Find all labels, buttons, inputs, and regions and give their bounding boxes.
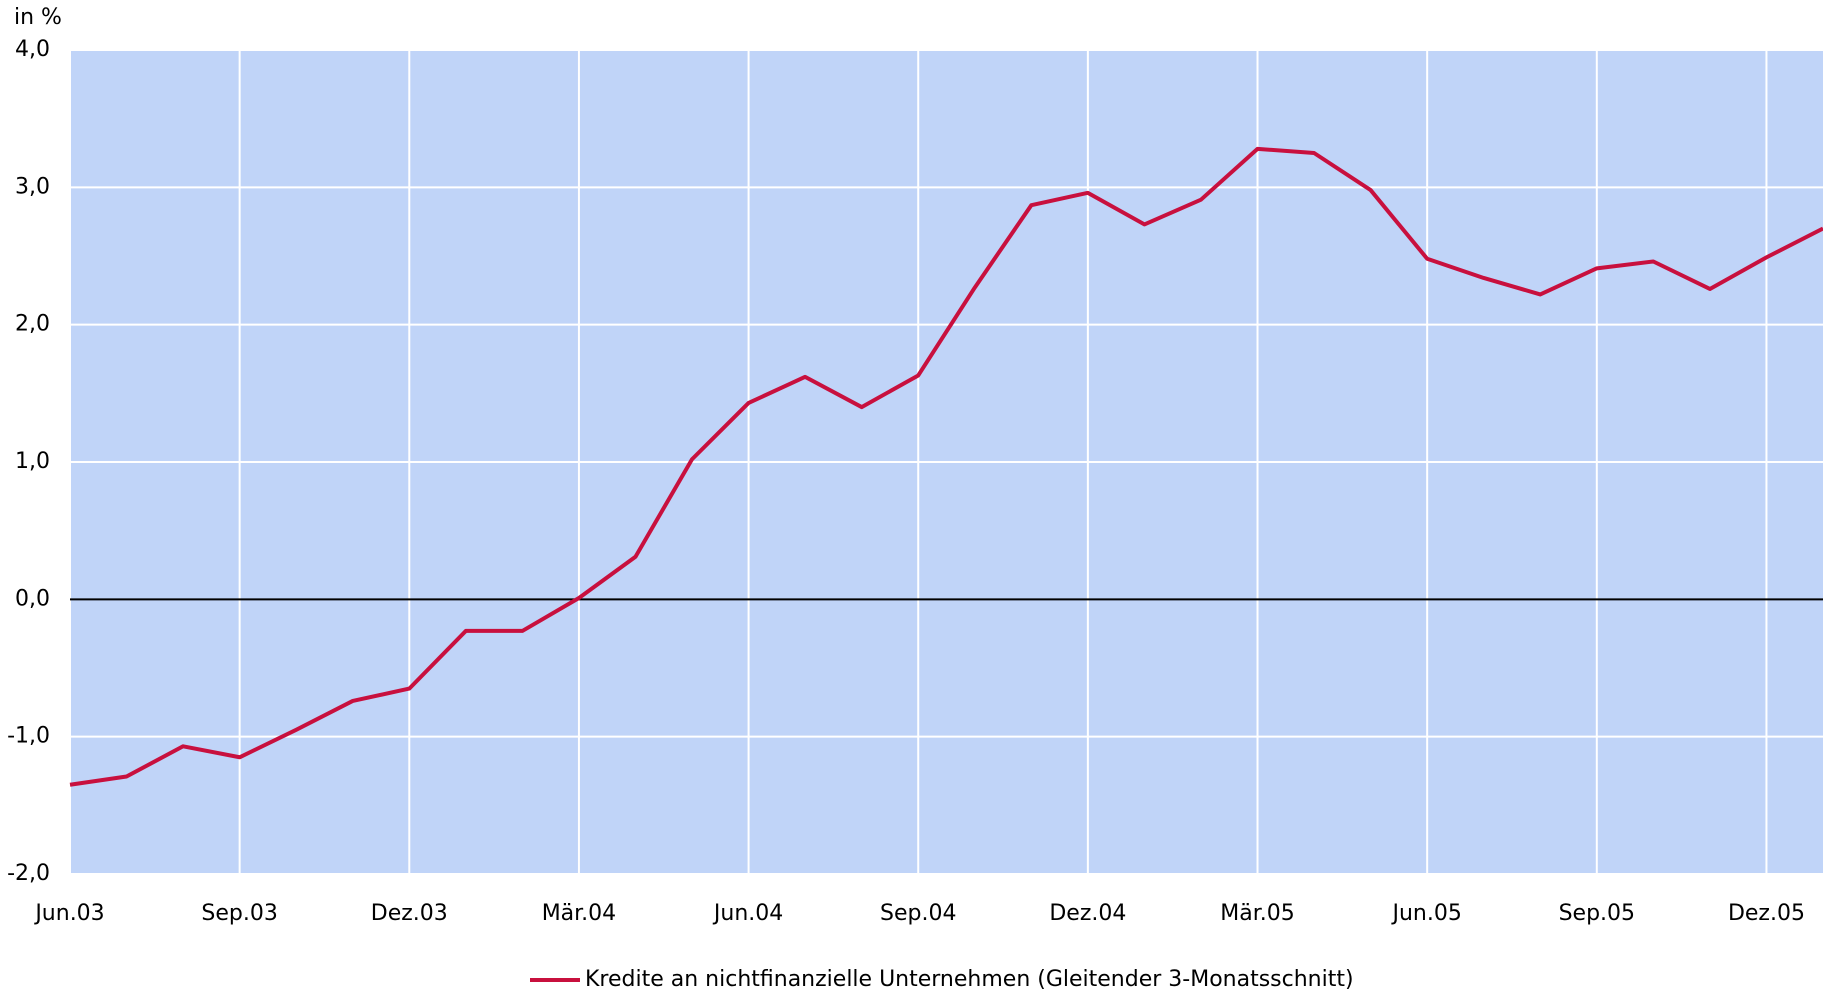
y-tick-label: 3,0 <box>15 174 50 199</box>
y-tick-label: 1,0 <box>15 449 50 474</box>
x-tick-label: Dez.03 <box>371 901 448 926</box>
y-tick-label: 0,0 <box>15 586 50 611</box>
x-tick-label: Mär.05 <box>1220 901 1294 926</box>
y-tick-label: 2,0 <box>15 312 50 337</box>
y-tick-label: -1,0 <box>7 724 50 749</box>
x-tick-label: Sep.03 <box>201 901 277 926</box>
y-tick-label: -2,0 <box>7 861 50 886</box>
legend-label: Kredite an nichtfinanzielle Unternehmen … <box>585 967 1354 992</box>
x-tick-label: Dez.04 <box>1049 901 1126 926</box>
y-axis-label: in % <box>14 5 62 30</box>
line <box>69 146 1823 787</box>
x-tick-label: Jun.05 <box>1390 901 1461 926</box>
x-tick-label: Dez.05 <box>1728 901 1805 926</box>
x-tick-label: Sep.05 <box>1559 901 1635 926</box>
x-tick-label: Sep.04 <box>880 901 956 926</box>
x-tick-label: Mär.04 <box>542 901 616 926</box>
x-tick-label: Jun.03 <box>33 901 104 926</box>
y-tick-label: 4,0 <box>15 37 50 62</box>
x-tick-label: Jun.04 <box>712 901 783 926</box>
